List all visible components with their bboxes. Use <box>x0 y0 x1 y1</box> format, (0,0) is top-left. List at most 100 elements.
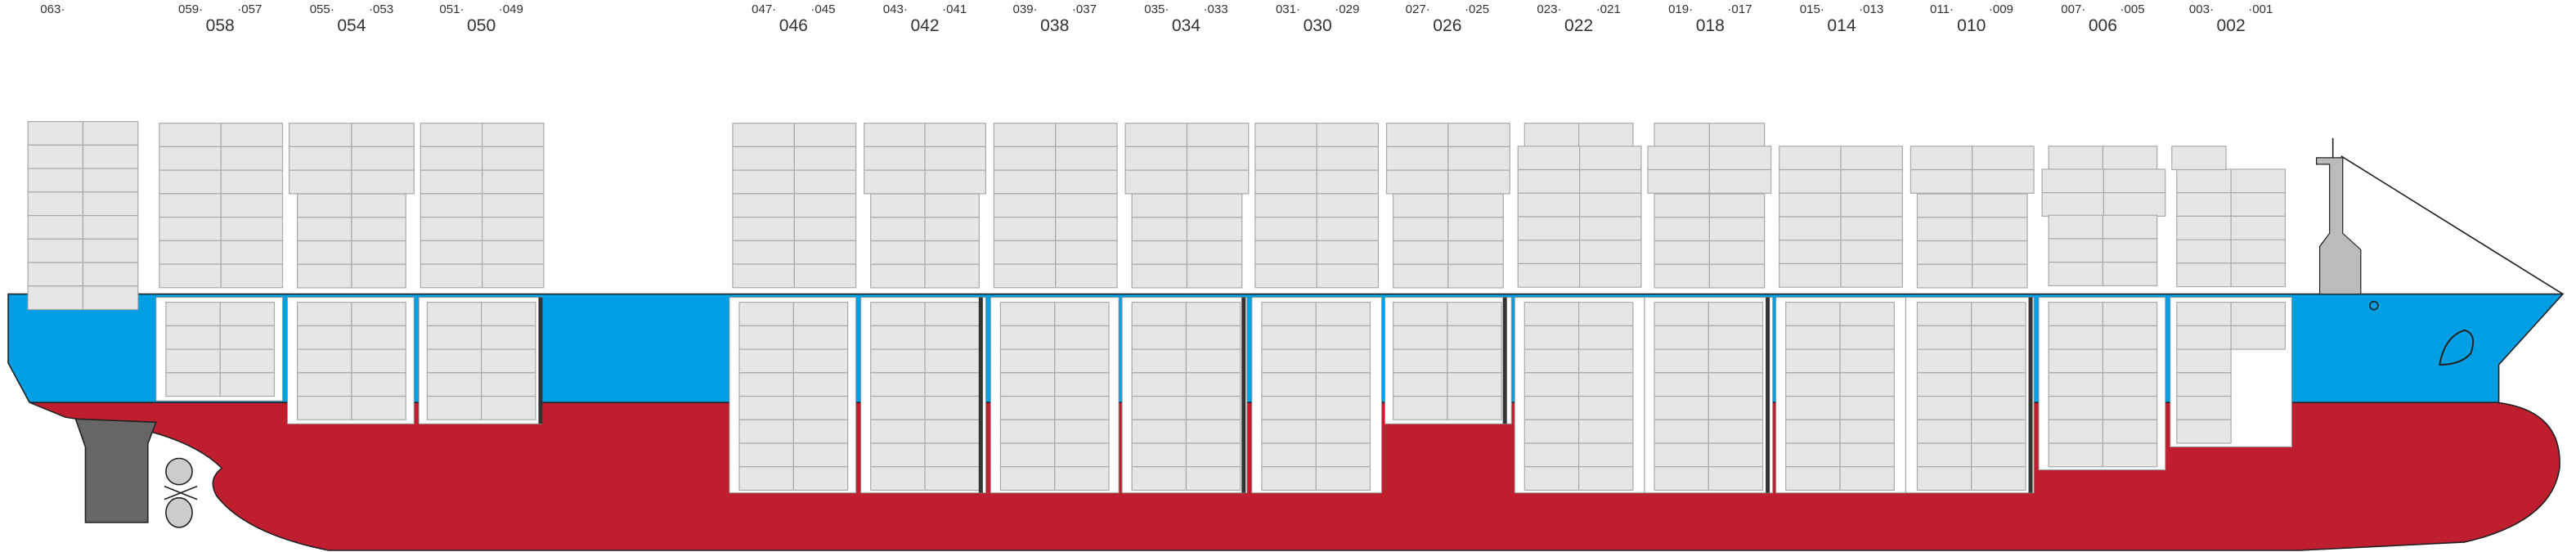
container <box>1577 395 1634 420</box>
container <box>1316 216 1380 241</box>
container <box>732 216 795 241</box>
container <box>1839 395 1895 420</box>
container <box>1785 442 1841 468</box>
container <box>351 372 406 397</box>
container <box>1840 192 1903 218</box>
container <box>1779 240 1842 265</box>
container <box>165 325 221 350</box>
container <box>738 419 794 444</box>
container <box>732 263 795 289</box>
container <box>82 191 139 217</box>
container <box>999 348 1056 374</box>
container <box>1840 168 1903 194</box>
container <box>82 144 139 169</box>
container <box>999 419 1056 444</box>
container <box>351 263 406 289</box>
container <box>1524 395 1580 420</box>
container <box>732 169 795 195</box>
container <box>219 302 276 326</box>
container <box>1916 217 1973 242</box>
container <box>297 348 352 374</box>
container <box>1261 348 1317 374</box>
container <box>732 240 795 265</box>
odd-bay-label: 051· <box>439 2 464 16</box>
container <box>1392 302 1448 326</box>
container <box>1524 466 1580 491</box>
container <box>1708 263 1766 289</box>
container <box>2103 192 2166 217</box>
container <box>420 216 483 241</box>
container <box>1647 146 1710 171</box>
container <box>159 146 222 171</box>
container <box>2102 238 2158 263</box>
container <box>924 395 980 420</box>
container <box>1447 263 1504 289</box>
container <box>1785 395 1841 420</box>
container <box>924 263 980 289</box>
container <box>2102 348 2158 374</box>
container <box>482 216 545 241</box>
container <box>1261 395 1317 420</box>
container <box>1131 419 1187 444</box>
container <box>792 325 849 350</box>
bay-number: 054 <box>337 16 366 35</box>
container <box>1054 372 1110 397</box>
container <box>1910 168 1973 194</box>
container <box>999 325 1056 350</box>
container <box>159 123 222 148</box>
container <box>1447 348 1502 374</box>
container <box>1254 146 1317 171</box>
container <box>1972 146 2035 171</box>
container <box>1254 216 1317 241</box>
container <box>2102 395 2158 420</box>
odd-bay-label: ·009 <box>1989 2 2013 16</box>
container <box>482 169 545 195</box>
container <box>1186 240 1243 265</box>
container <box>864 169 926 195</box>
container <box>482 123 545 148</box>
container <box>870 193 926 218</box>
container <box>481 302 536 326</box>
container <box>426 325 482 350</box>
container <box>1708 123 1766 148</box>
container <box>27 285 84 311</box>
container <box>1971 419 2026 444</box>
container <box>1654 442 1709 468</box>
container <box>2103 168 2166 194</box>
container <box>738 372 794 397</box>
container <box>924 419 980 444</box>
container <box>2102 419 2158 444</box>
container <box>1708 217 1766 242</box>
container <box>1971 302 2026 326</box>
container <box>82 285 139 311</box>
container <box>1647 168 1710 194</box>
container <box>27 214 84 240</box>
container <box>82 262 139 287</box>
container <box>1131 348 1187 374</box>
container <box>1447 240 1504 265</box>
container <box>2041 168 2105 194</box>
aft-bay-label: 063· <box>40 2 65 16</box>
container <box>999 302 1056 326</box>
container <box>1524 123 1580 148</box>
container <box>792 348 849 374</box>
container <box>220 123 284 148</box>
container <box>1124 169 1188 195</box>
container <box>1840 146 1903 171</box>
odd-bay-label: ·005 <box>2120 2 2145 16</box>
container <box>1785 466 1841 491</box>
container <box>1972 168 2035 194</box>
container <box>1840 216 1903 241</box>
container <box>1054 442 1110 468</box>
container <box>1910 146 1973 171</box>
container <box>1261 325 1317 350</box>
container <box>870 395 926 420</box>
container <box>1779 192 1842 218</box>
container <box>1131 193 1188 218</box>
container <box>999 395 1056 420</box>
container <box>420 240 483 265</box>
odd-bay-label: ·037 <box>1072 2 1097 16</box>
container <box>793 193 857 218</box>
container <box>2041 192 2105 217</box>
odd-bay-label: 031· <box>1276 2 1300 16</box>
